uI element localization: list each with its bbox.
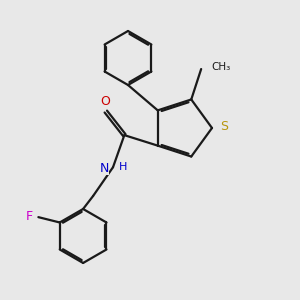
Text: F: F bbox=[26, 210, 33, 223]
Text: O: O bbox=[100, 95, 110, 108]
Text: CH₃: CH₃ bbox=[211, 62, 230, 72]
Text: N: N bbox=[99, 162, 109, 175]
Text: H: H bbox=[119, 162, 127, 172]
Text: S: S bbox=[220, 119, 228, 133]
